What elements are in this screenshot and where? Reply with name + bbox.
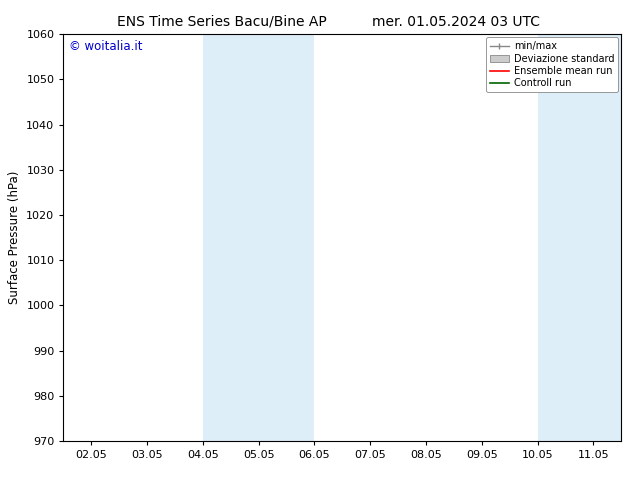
- Legend: min/max, Deviazione standard, Ensemble mean run, Controll run: min/max, Deviazione standard, Ensemble m…: [486, 37, 618, 92]
- Text: ENS Time Series Bacu/Bine AP: ENS Time Series Bacu/Bine AP: [117, 15, 327, 29]
- Y-axis label: Surface Pressure (hPa): Surface Pressure (hPa): [8, 171, 21, 304]
- Text: mer. 01.05.2024 03 UTC: mer. 01.05.2024 03 UTC: [373, 15, 540, 29]
- Bar: [203, 34, 314, 441]
- Bar: [538, 34, 621, 441]
- Text: © woitalia.it: © woitalia.it: [69, 40, 143, 53]
